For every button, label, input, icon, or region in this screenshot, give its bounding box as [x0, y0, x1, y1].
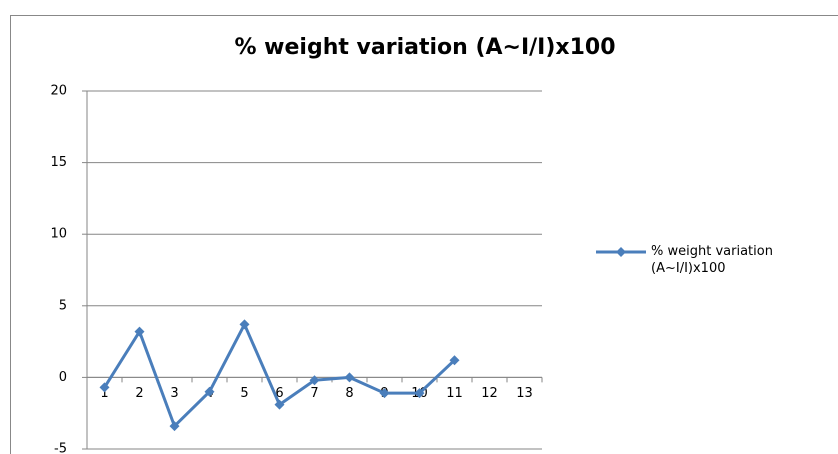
- marker: [344, 372, 355, 383]
- marker: [379, 388, 390, 399]
- x-tick-label: 12: [481, 386, 498, 401]
- x-tick-label: 6: [275, 386, 283, 401]
- marker: [204, 386, 215, 397]
- marker: [449, 355, 460, 366]
- y-tick-label: 0: [59, 370, 67, 385]
- x-tick-label: 5: [240, 386, 248, 401]
- x-tick-label: 13: [516, 386, 533, 401]
- y-tick-label: -5: [54, 442, 67, 454]
- x-tick-label: 3: [170, 386, 178, 401]
- y-tick-label: 20: [50, 84, 67, 99]
- x-tick-label: 1: [100, 386, 108, 401]
- y-tick-label: 10: [50, 227, 67, 242]
- x-tick-label: 2: [135, 386, 143, 401]
- legend-label: % weight variation (A~I/I)x100: [651, 244, 773, 276]
- marker: [414, 388, 425, 399]
- y-tick-label: 5: [59, 298, 67, 313]
- marker: [239, 319, 250, 330]
- x-tick-label: 11: [446, 386, 463, 401]
- x-tick-label: 8: [345, 386, 353, 401]
- marker: [99, 382, 110, 393]
- marker: [616, 247, 626, 257]
- y-tick-label: 15: [50, 155, 67, 170]
- x-tick-label: 7: [310, 386, 318, 401]
- chart-title: % weight variation (A~I/I)x100: [234, 35, 615, 60]
- marker: [274, 399, 285, 410]
- marker: [309, 375, 320, 386]
- marker: [134, 326, 145, 337]
- marker: [169, 421, 180, 432]
- chart-border: [10, 15, 838, 454]
